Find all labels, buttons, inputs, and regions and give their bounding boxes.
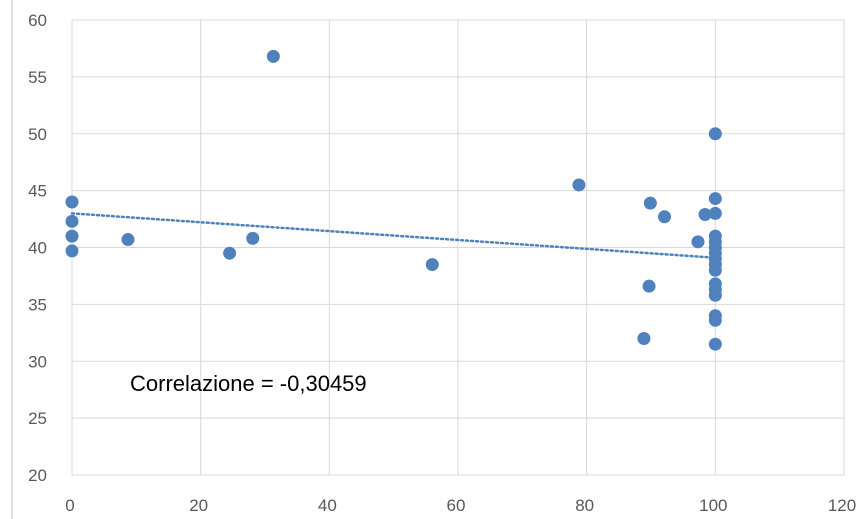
data-point <box>643 196 657 210</box>
data-point <box>65 195 79 209</box>
data-point <box>65 214 79 228</box>
data-point <box>658 210 672 224</box>
tick-labels: 20 25 30 35 40 45 50 55 60 0 20 40 60 80 100 120 <box>28 11 856 515</box>
data-point <box>266 49 280 63</box>
y-tick-label: 20 <box>28 466 47 485</box>
y-tick-label: 30 <box>28 352 47 371</box>
x-tick-label: 0 <box>65 496 74 515</box>
data-point <box>708 288 722 302</box>
x-tick-label: 80 <box>575 496 594 515</box>
data-point <box>425 258 439 272</box>
x-tick-label: 60 <box>447 496 466 515</box>
y-tick-label: 55 <box>28 68 47 87</box>
trendline <box>70 212 717 259</box>
data-point <box>691 235 705 249</box>
data-point <box>637 332 651 345</box>
data-point <box>708 313 722 327</box>
data-point <box>708 206 722 220</box>
correlation-annotation: Correlazione = -0,30459 <box>130 371 367 396</box>
data-point <box>642 279 656 293</box>
data-point <box>572 178 586 192</box>
y-tick-label: 40 <box>28 239 47 258</box>
data-point <box>708 192 722 206</box>
x-tick-label: 100 <box>699 496 727 515</box>
data-point <box>708 127 722 141</box>
y-tick-label: 45 <box>28 182 47 201</box>
y-tick-label: 35 <box>28 295 47 314</box>
data-point <box>223 246 237 260</box>
data-point <box>65 244 79 258</box>
data-point <box>698 208 712 222</box>
x-tick-label: 120 <box>828 496 856 515</box>
data-point <box>246 231 260 245</box>
data-points <box>65 49 722 351</box>
y-tick-label: 60 <box>28 11 47 30</box>
x-tick-label: 20 <box>189 496 208 515</box>
y-tick-label: 50 <box>28 125 47 144</box>
data-point <box>708 263 722 277</box>
gridlines <box>71 19 845 476</box>
x-tick-label: 40 <box>318 496 337 515</box>
y-tick-label: 25 <box>28 409 47 428</box>
trendline-segment <box>70 212 717 259</box>
data-point <box>121 233 135 247</box>
data-point <box>65 229 79 243</box>
data-point <box>708 337 722 351</box>
